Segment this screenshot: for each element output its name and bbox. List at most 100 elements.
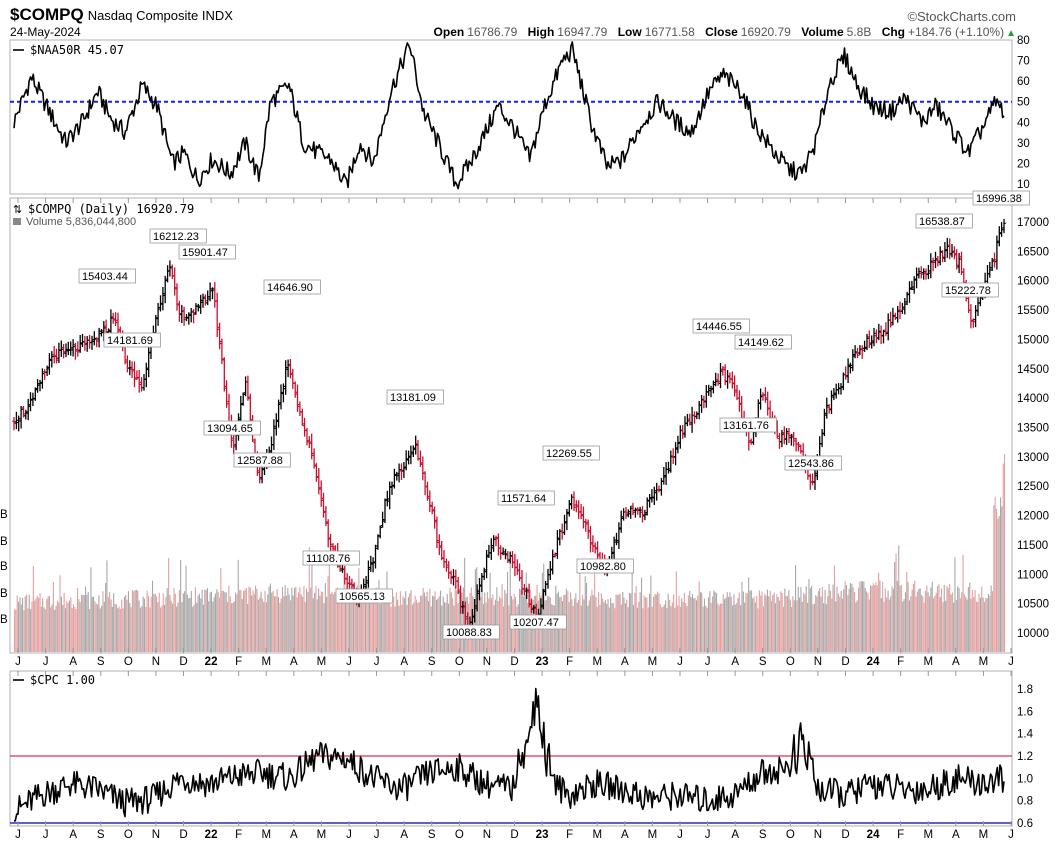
chart-header: $COMPQ Nasdaq Composite INDX 24-May-2024 … [0, 0, 1062, 40]
volume-bar [570, 592, 572, 652]
naa50r-y-tick: 40 [1017, 117, 1030, 129]
annotation-box [497, 490, 555, 506]
volume-bar [208, 601, 210, 652]
volume-bar [385, 592, 387, 652]
volume-bar [749, 590, 751, 652]
volume-bar [185, 565, 187, 652]
volume-bar [481, 590, 483, 652]
volume-bar [460, 594, 462, 652]
x-month-label: A [952, 829, 960, 841]
volume-bar [283, 596, 285, 652]
volume-bar [923, 602, 925, 652]
x-month-label: M [979, 829, 989, 841]
volume-bar [423, 592, 425, 652]
volume-bar [895, 553, 897, 652]
volume-bar [987, 594, 989, 652]
volume-bar [882, 581, 884, 652]
volume-bar [996, 508, 998, 652]
volume-bar [154, 594, 156, 652]
brand-logo[interactable]: ©StockCharts.com [907, 9, 1016, 24]
volume-bar [977, 602, 979, 652]
volume-bar [39, 593, 41, 652]
volume-bar [753, 596, 755, 652]
volume-bar [681, 598, 683, 652]
x-month-label: A [731, 656, 739, 668]
price-y-tick: 13000 [1017, 452, 1049, 464]
volume-bar [181, 602, 183, 652]
volume-bar [129, 603, 131, 652]
volume-bar [425, 596, 427, 652]
volume-bar [354, 590, 356, 652]
open-label: Open [433, 25, 465, 39]
low-label: Low [617, 25, 642, 39]
volume-bar [411, 604, 413, 652]
x-month-label: A [400, 656, 408, 668]
volume-bar [287, 588, 289, 652]
annotation-box [178, 244, 236, 260]
volume-bar [943, 585, 945, 652]
cpc-legend: $CPC 1.00 [13, 673, 95, 687]
x-month-label: M [592, 829, 602, 841]
volume-bar [583, 599, 585, 652]
volume-bar [631, 562, 633, 652]
price-y-tick: 16000 [1017, 276, 1049, 288]
volume-bar [406, 604, 408, 652]
low-value: 16771.58 [644, 25, 695, 39]
volume-bar [267, 594, 269, 652]
volume-bar [571, 599, 573, 652]
volume-bar [828, 584, 830, 652]
volume-bar [922, 596, 924, 652]
volume-bar [915, 596, 917, 652]
volume-bar [18, 601, 20, 652]
volume-bar [594, 563, 596, 652]
volume-bar [328, 553, 330, 652]
volume-bar [35, 598, 37, 652]
volume-bar [107, 597, 109, 652]
volume-bar [410, 590, 412, 652]
x-year-label: 22 [205, 656, 218, 668]
volume-bar [641, 577, 643, 652]
x-month-label: A [69, 656, 77, 668]
volume-bar [841, 598, 843, 652]
price-annotation: 14446.55 [692, 318, 750, 334]
x-month-label: N [814, 656, 822, 668]
volume-bar [808, 579, 810, 652]
volume-bar [738, 592, 740, 652]
volume-bar [449, 587, 451, 652]
x-month-label: O [455, 656, 464, 668]
volume-bar [870, 585, 872, 652]
volume-bar [896, 580, 898, 652]
volume-bar [888, 599, 890, 652]
volume-bar [610, 598, 612, 652]
volume-bar [436, 599, 438, 652]
volume-bar [815, 595, 817, 652]
volume-bar [36, 595, 38, 652]
volume-bar [332, 594, 334, 652]
annotation-label: 13094.65 [207, 423, 253, 435]
volume-bar [386, 571, 388, 652]
volume-bar [22, 598, 24, 652]
volume-bar [666, 608, 668, 652]
volume-bar [256, 588, 258, 652]
volume-bar [114, 603, 116, 652]
x-month-label: N [152, 656, 160, 668]
volume-bar [616, 594, 618, 652]
volume-bar [32, 565, 34, 652]
volume-bar [635, 586, 637, 652]
volume-bar [638, 601, 640, 652]
volume-bar [172, 603, 174, 652]
volume-bar [953, 602, 955, 652]
x-month-label: J [15, 656, 21, 668]
volume-bar [359, 595, 361, 652]
cpc-y-tick: 1.8 [1017, 684, 1033, 696]
annotation-box [302, 550, 360, 566]
volume-bar [653, 596, 655, 652]
volume-bar [967, 587, 969, 652]
volume-bar [314, 592, 316, 652]
volume-bar [311, 550, 313, 652]
x-year-label: 24 [867, 829, 880, 841]
volume-bar [348, 583, 350, 652]
volume-bar [478, 595, 480, 652]
volume-bar [947, 588, 949, 652]
